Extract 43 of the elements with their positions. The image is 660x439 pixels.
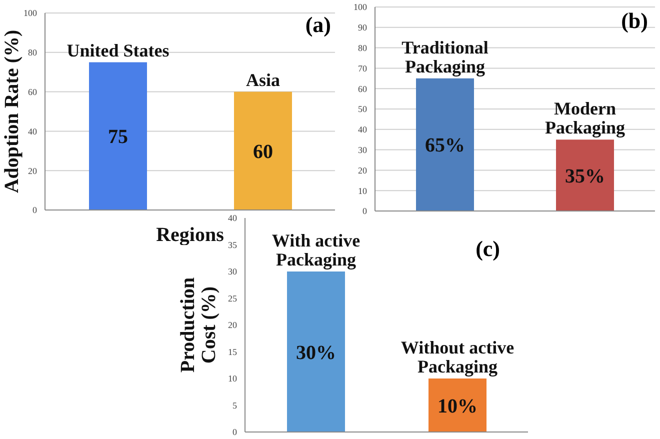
- y-tick-label: 10: [358, 186, 368, 196]
- y-tick-label: 40: [28, 126, 38, 136]
- y-tick-label: 5: [232, 400, 238, 410]
- y-tick-label: 20: [28, 166, 38, 176]
- data-label: 30%: [296, 342, 336, 364]
- x-tick-label: Modern Packaging: [544, 98, 626, 138]
- x-tick-label: Asia: [246, 70, 280, 90]
- y-tick-label: 20: [228, 320, 238, 330]
- y-tick-label: 20: [358, 165, 368, 176]
- y-tick-label: 40: [358, 124, 368, 135]
- y-tick-label: 35: [228, 240, 238, 250]
- y-tick-label: 70: [358, 63, 368, 74]
- x-tick-label: Without active Packaging: [400, 338, 514, 376]
- y-tick-label: 10: [228, 374, 238, 384]
- y-tick-label: 50: [358, 104, 368, 114]
- y-tick-label: 80: [28, 48, 38, 58]
- data-label: 10%: [438, 395, 478, 418]
- text: (c): [476, 236, 500, 262]
- y-axis-title: Production Cost (%): [177, 277, 220, 373]
- y-tick-label: 30: [228, 266, 238, 277]
- y-tick-label: 60: [358, 84, 368, 94]
- y-tick-label: 100: [354, 2, 368, 12]
- y-tick-label: 0: [232, 427, 238, 438]
- x-tick-label: Traditional Packaging: [402, 38, 488, 76]
- y-tick-label: 30: [358, 144, 368, 155]
- y-tick-label: 90: [358, 22, 368, 33]
- x-tick-label: United States: [66, 40, 170, 60]
- chart-title: (a): [305, 12, 331, 38]
- y-tick-label: 100: [24, 8, 38, 18]
- data-label: 35%: [565, 165, 605, 188]
- chart-title: (b): [621, 8, 648, 34]
- data-label: 75: [108, 126, 128, 148]
- y-axis-title: Adoption Rate (%): [1, 30, 23, 194]
- data-label: 65%: [425, 134, 465, 157]
- y-tick-label: 0: [362, 206, 368, 216]
- y-tick-label: 0: [32, 205, 38, 216]
- data-label: 60: [253, 140, 273, 163]
- y-tick-label: 15: [228, 346, 238, 357]
- y-tick-label: 25: [228, 293, 238, 304]
- x-tick-label: With active Packaging: [272, 230, 360, 270]
- y-tick-label: 40: [228, 213, 238, 224]
- y-tick-label: 60: [28, 86, 38, 97]
- y-tick-label: 80: [358, 42, 368, 53]
